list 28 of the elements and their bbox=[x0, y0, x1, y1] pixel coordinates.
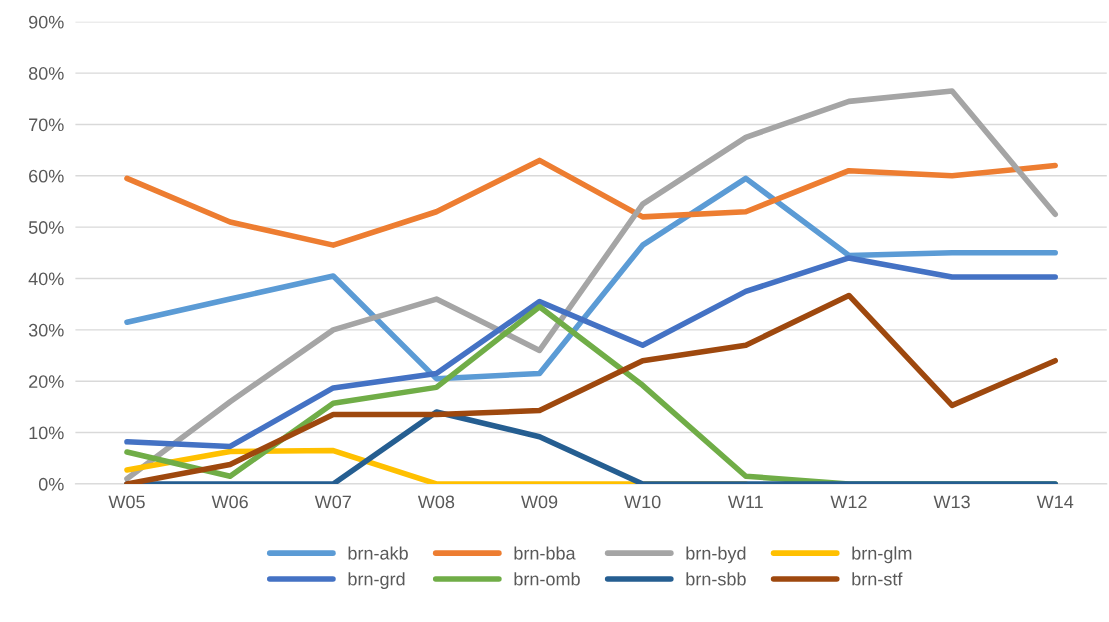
legend-label: brn-omb bbox=[514, 572, 580, 586]
y-tick-label: 40% bbox=[28, 272, 64, 286]
x-tick-label: W09 bbox=[521, 495, 558, 509]
x-tick-label: W13 bbox=[933, 495, 970, 509]
y-tick-label: 30% bbox=[28, 323, 64, 337]
legend-label: brn-akb bbox=[348, 546, 408, 560]
y-tick-label: 10% bbox=[29, 426, 64, 440]
x-tick-label: W10 bbox=[624, 495, 661, 509]
y-tick-label: 60% bbox=[29, 169, 64, 183]
y-tick-label: 0% bbox=[38, 477, 64, 491]
y-tick-label: 70% bbox=[29, 118, 64, 132]
x-tick-label: W11 bbox=[727, 495, 763, 509]
x-tick-label: W07 bbox=[314, 495, 351, 509]
legend-label: brn-bba bbox=[514, 546, 576, 560]
x-tick-label: W12 bbox=[830, 495, 867, 509]
x-tick-label: W06 bbox=[211, 495, 248, 509]
legend-label: brn-stf bbox=[852, 572, 903, 586]
y-tick-label: 50% bbox=[28, 221, 64, 234]
x-tick-label: W05 bbox=[108, 495, 145, 509]
y-tick-label: 80% bbox=[28, 67, 64, 80]
y-tick-label: 90% bbox=[29, 15, 64, 29]
legend-label: brn-glm bbox=[852, 546, 912, 564]
legend-label: brn-byd bbox=[686, 546, 746, 564]
legend-label: brn-grd bbox=[348, 572, 405, 590]
x-tick-label: W08 bbox=[417, 495, 455, 509]
legend-label: brn-sbb bbox=[686, 572, 746, 586]
x-tick-label: W14 bbox=[1036, 495, 1074, 509]
y-tick-label: 20% bbox=[29, 375, 64, 388]
